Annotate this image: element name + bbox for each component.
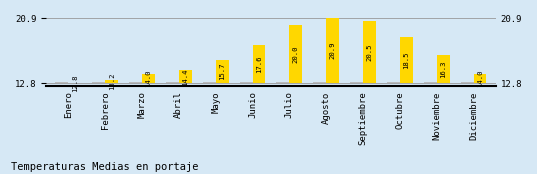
Bar	[105, 80, 118, 83]
Bar	[387, 82, 400, 83]
Text: 13.2: 13.2	[108, 73, 114, 90]
Text: 12.8: 12.8	[72, 74, 78, 92]
Bar	[203, 82, 216, 83]
Text: 20.0: 20.0	[293, 46, 299, 63]
Text: 20.9: 20.9	[330, 42, 336, 60]
Bar	[240, 82, 252, 83]
Text: 14.0: 14.0	[477, 70, 483, 87]
Bar	[289, 25, 302, 83]
Bar	[437, 55, 449, 83]
Bar	[277, 82, 289, 83]
Text: 15.7: 15.7	[219, 63, 225, 80]
Bar	[216, 60, 229, 83]
Bar	[313, 82, 326, 83]
Text: 14.0: 14.0	[146, 70, 151, 87]
Bar	[363, 21, 376, 83]
Bar	[142, 74, 155, 83]
Bar	[179, 70, 192, 83]
Bar	[129, 82, 142, 83]
Bar	[424, 82, 437, 83]
Text: 17.6: 17.6	[256, 55, 262, 73]
Bar	[461, 82, 474, 83]
Bar	[55, 82, 68, 83]
Text: 14.4: 14.4	[182, 68, 188, 86]
Bar	[350, 82, 363, 83]
Bar	[400, 37, 413, 83]
Bar	[252, 45, 265, 83]
Bar	[474, 74, 487, 83]
Bar	[92, 82, 105, 83]
Text: 18.5: 18.5	[403, 52, 409, 69]
Text: 20.5: 20.5	[366, 44, 373, 61]
Text: Temperaturas Medias en portaje: Temperaturas Medias en portaje	[11, 162, 198, 172]
Bar	[166, 82, 179, 83]
Text: 16.3: 16.3	[440, 60, 446, 78]
Bar	[326, 18, 339, 83]
